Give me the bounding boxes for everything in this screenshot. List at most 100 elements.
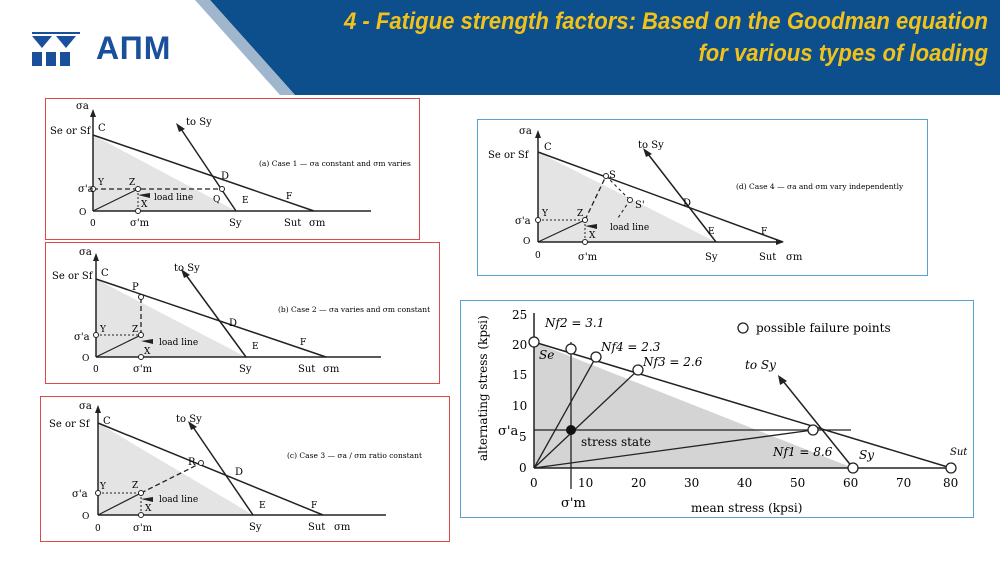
nf1-label: Nf1 = 8.6	[772, 445, 833, 459]
plot-sut-label: Sut	[950, 447, 968, 458]
case1-x-axis-label: σm	[309, 218, 326, 229]
case2-x-axis-label: σm	[323, 364, 340, 375]
plot-sigma-m-prime: σ'm	[561, 496, 586, 511]
logo-mark-icon	[32, 32, 80, 66]
case2-sigma-a-prime: σ'a	[74, 332, 90, 343]
case4-point-d: D	[683, 198, 691, 209]
case1-panel: σa Se or Sf C to Sy D σ'a Y Z X load lin…	[45, 98, 420, 240]
case1-sigma-m-prime: σ'm	[130, 218, 150, 229]
plot-sigma-a-prime: σ'a	[498, 424, 518, 439]
case3-sut: Sut	[308, 522, 325, 533]
x-tick: 20	[631, 476, 646, 490]
x-tick: 60	[843, 476, 858, 490]
case2-sy: Sy	[239, 364, 252, 375]
plot-legend: possible failure points	[756, 321, 891, 335]
case1-sut: Sut	[284, 218, 301, 229]
case2-to-sy: to Sy	[174, 263, 200, 274]
case4-point-x: X	[589, 231, 596, 241]
case4-sigma-m-prime: σ'm	[578, 252, 598, 263]
logo-text: АПМ	[96, 30, 172, 66]
case4-origin: O	[523, 237, 530, 247]
case2-caption: (b) Case 2 — σa varies and σm constant	[278, 305, 430, 314]
slide-header: АПМ 4 - Fatigue strength factors: Based …	[0, 0, 1000, 100]
case2-point-d: D	[229, 318, 237, 329]
case4-point-e: E	[708, 227, 715, 237]
case1-point-f: F	[286, 192, 292, 202]
y-tick: 10	[512, 399, 527, 413]
plot-x-axis-label: mean stress (kpsi)	[691, 501, 802, 515]
case4-sigma-a-prime: σ'a	[515, 216, 531, 227]
case3-sy: Sy	[249, 522, 262, 533]
x-tick: 30	[684, 476, 699, 490]
case1-caption: (a) Case 1 — σa constant and σm varies	[259, 159, 411, 168]
header-band	[195, 0, 1000, 95]
case4-to-sy: to Sy	[638, 140, 664, 151]
case3-caption: (c) Case 3 — σa / σm ratio constant	[287, 451, 422, 460]
x-tick: 40	[737, 476, 752, 490]
x-tick: 50	[790, 476, 805, 490]
case4-point-s: S	[609, 170, 616, 181]
case2-point-y: Y	[99, 325, 107, 335]
case4-point-z: Z	[577, 209, 583, 219]
stress-state-label: stress state	[581, 435, 651, 449]
goodman-plot: possible failure points Nf2 = 3.1 Nf4 = …	[476, 308, 968, 515]
case1-se-label: Se or Sf	[50, 126, 92, 137]
case4-panel: σa Se or Sf C to Sy S S' D σ'a Y Z X loa…	[477, 119, 928, 276]
nf3-label: Nf3 = 2.6	[642, 355, 703, 369]
x-tick: 80	[943, 476, 958, 490]
case1-point-z: Z	[129, 178, 135, 188]
case4-y-axis-label: σa	[519, 126, 532, 137]
case4-sut: Sut	[759, 252, 776, 263]
y-tick: 20	[512, 338, 527, 352]
case4-load-line: load line	[610, 223, 649, 233]
nf2-label: Nf2 = 3.1	[544, 316, 604, 330]
case2-point-f: F	[300, 338, 306, 348]
case3-point-c: C	[103, 416, 111, 427]
case1-point-q: Q	[213, 195, 220, 205]
case2-point-z: Z	[132, 325, 138, 335]
plot-to-sy: to Sy	[745, 358, 776, 372]
case2-y-axis-label: σa	[79, 247, 92, 258]
se-label: Se	[539, 348, 554, 362]
y-tick: 15	[512, 368, 527, 382]
plot-sy-label: Sy	[859, 448, 874, 462]
case1-sy: Sy	[229, 218, 242, 229]
case2-point-x: X	[144, 347, 151, 357]
case4-diagram: σa Se or Sf C to Sy S S' D σ'a Y Z X loa…	[488, 126, 904, 263]
case3-point-e: E	[259, 501, 266, 511]
plot-y-axis-label: alternating stress (kpsi)	[476, 315, 490, 461]
case2-point-p: P	[132, 282, 139, 293]
case1-diagram: σa Se or Sf C to Sy D σ'a Y Z X load lin…	[50, 101, 411, 229]
case2-sigma-m-prime: σ'm	[133, 364, 153, 375]
case4-point-f: F	[761, 227, 767, 237]
case2-panel: σa Se or Sf C to Sy P D σ'a Y Z X load l…	[45, 242, 440, 384]
case3-point-y: Y	[99, 482, 107, 492]
y-tick: 0	[519, 461, 527, 475]
x-tick: 10	[578, 476, 593, 490]
x-tick: 0	[530, 476, 538, 490]
case3-point-r: R	[188, 457, 196, 468]
case2-se-label: Se or Sf	[52, 271, 94, 282]
case4-caption: (d) Case 4 — σa and σm vary independentl…	[736, 182, 904, 191]
case3-sigma-m-prime: σ'm	[133, 523, 153, 534]
x-tick: 70	[896, 476, 911, 490]
case1-y-axis-label: σa	[76, 101, 89, 112]
y-tick: 5	[519, 430, 527, 444]
y-tick: 25	[512, 308, 527, 322]
case1-to-sy: to Sy	[186, 117, 212, 128]
case1-point-e: E	[242, 196, 249, 206]
case3-load-line: load line	[159, 495, 198, 505]
case2-point-e: E	[252, 342, 259, 352]
apm-logo: АПМ	[30, 30, 200, 70]
case3-se-label: Se or Sf	[49, 419, 91, 430]
case3-zero: 0	[95, 524, 101, 534]
case2-origin: O	[82, 354, 89, 364]
case1-origin: O	[79, 208, 86, 218]
case4-point-y: Y	[541, 209, 549, 219]
case1-sigma-a-prime: σ'a	[78, 184, 94, 195]
case2-sut: Sut	[298, 364, 315, 375]
case2-point-c: C	[101, 268, 109, 279]
nf4-label: Nf4 = 2.3	[600, 340, 661, 354]
case1-point-y: Y	[97, 178, 105, 188]
case4-x-axis-label: σm	[786, 252, 803, 263]
